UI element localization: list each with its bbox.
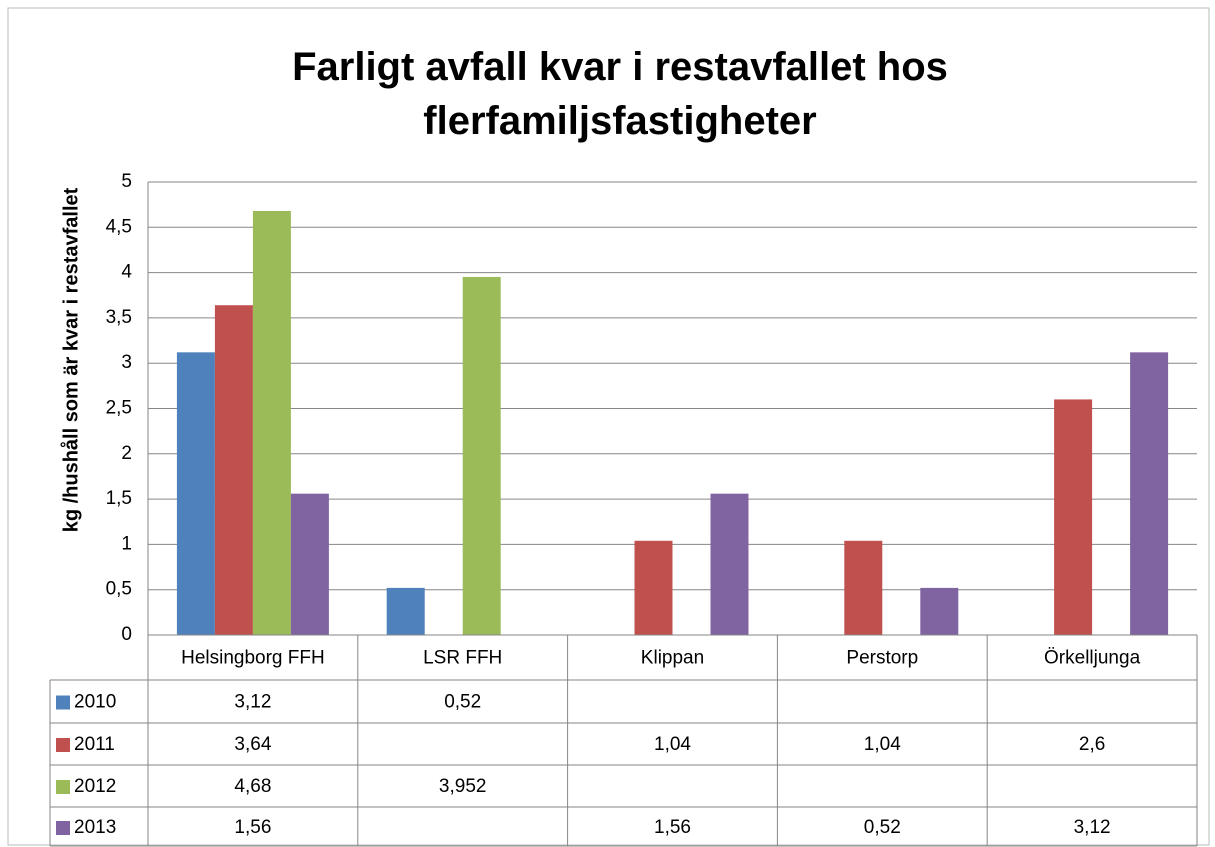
bar <box>920 587 959 635</box>
y-tick-label: 4,5 <box>106 216 132 237</box>
x-tick-label: Örkelljunga <box>1044 648 1141 669</box>
y-tick-label: 2,5 <box>106 398 132 419</box>
table-value: 1,04 <box>654 734 691 755</box>
y-tick-label: 0 <box>121 624 132 645</box>
table-value: 4,68 <box>234 776 271 797</box>
chart-border <box>7 7 1210 846</box>
table-value: 0,52 <box>864 817 901 838</box>
table-value: 1,04 <box>864 734 901 755</box>
legend-label: 2012 <box>74 776 116 797</box>
x-tick-label: Helsingborg FFH <box>181 648 325 669</box>
bar <box>844 540 883 635</box>
table-value: 0,52 <box>444 692 481 713</box>
x-tick-label: Klippan <box>641 648 704 669</box>
x-tick-label: LSR FFH <box>423 648 502 669</box>
y-tick-label: 5 <box>121 171 132 192</box>
bar <box>1054 399 1093 635</box>
table-value: 3,12 <box>1074 817 1111 838</box>
bar <box>634 540 673 635</box>
y-tick-label: 4 <box>121 262 132 283</box>
y-tick-label: 3 <box>121 352 132 373</box>
bar <box>214 305 253 635</box>
bar <box>462 276 501 635</box>
table-value: 3,12 <box>234 692 271 713</box>
y-tick-label: 1 <box>121 533 132 554</box>
y-tick-label: 2 <box>121 443 132 464</box>
x-tick-label: Perstorp <box>846 648 918 669</box>
table-value: 2,6 <box>1079 734 1105 755</box>
table-value: 1,56 <box>234 817 271 838</box>
legend-swatch <box>56 738 70 752</box>
y-tick-label: 1,5 <box>106 488 132 509</box>
legend-label: 2010 <box>74 692 116 713</box>
y-tick-label: 0,5 <box>106 579 132 600</box>
legend-swatch <box>56 695 70 710</box>
legend-swatch <box>56 780 70 794</box>
chart-title: Farligt avfall kvar i restavfallet hos f… <box>292 45 948 143</box>
legend-swatch <box>56 821 70 835</box>
y-axis-label: kg /hushåll som är kvar i restavfallet <box>59 187 82 532</box>
table-value: 1,56 <box>654 817 691 838</box>
legend-label: 2013 <box>74 817 116 838</box>
table-value: 3,64 <box>234 734 271 755</box>
y-tick-label: 3,5 <box>106 307 132 328</box>
legend-label: 2011 <box>74 734 115 755</box>
bar <box>1130 352 1169 635</box>
bar <box>252 210 291 635</box>
bar <box>176 352 215 635</box>
bar <box>290 493 329 635</box>
bar <box>710 493 749 635</box>
table-value: 3,952 <box>439 776 487 797</box>
bar <box>386 587 425 635</box>
